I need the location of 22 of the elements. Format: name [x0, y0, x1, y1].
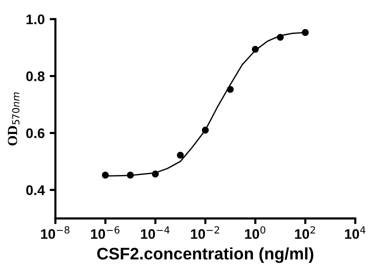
point — [176, 152, 184, 159]
x-tick-label: 10$^{−6}$ — [91, 226, 120, 239]
point — [252, 46, 259, 53]
y-axis-title: OD$_{570nm}$ — [8, 92, 20, 146]
point — [302, 29, 309, 36]
x-tick-label: 10$^{4}$ — [345, 226, 366, 239]
y-tick-label: 0.8 — [26, 71, 45, 82]
point — [152, 170, 159, 178]
x-tick-label: 10$^{0}$ — [245, 226, 266, 239]
x-tick-label: 10$^{−8}$ — [41, 226, 70, 239]
point — [126, 172, 134, 179]
point — [276, 34, 284, 41]
point — [202, 126, 209, 134]
y-tick-label: 0.6 — [26, 128, 44, 138]
x-tick-label: 10$^{−2}$ — [190, 226, 220, 239]
y-tick-label: 0.4 — [26, 185, 45, 196]
point — [226, 86, 234, 93]
x-axis-title: CSF2.concentration (ng/ml) — [97, 247, 314, 263]
point — [102, 172, 109, 179]
x-tick-label: 10$^{2}$ — [295, 226, 315, 239]
y-tick-label: 1.0 — [26, 14, 44, 24]
x-tick-label: 10$^{−4}$ — [141, 226, 170, 239]
